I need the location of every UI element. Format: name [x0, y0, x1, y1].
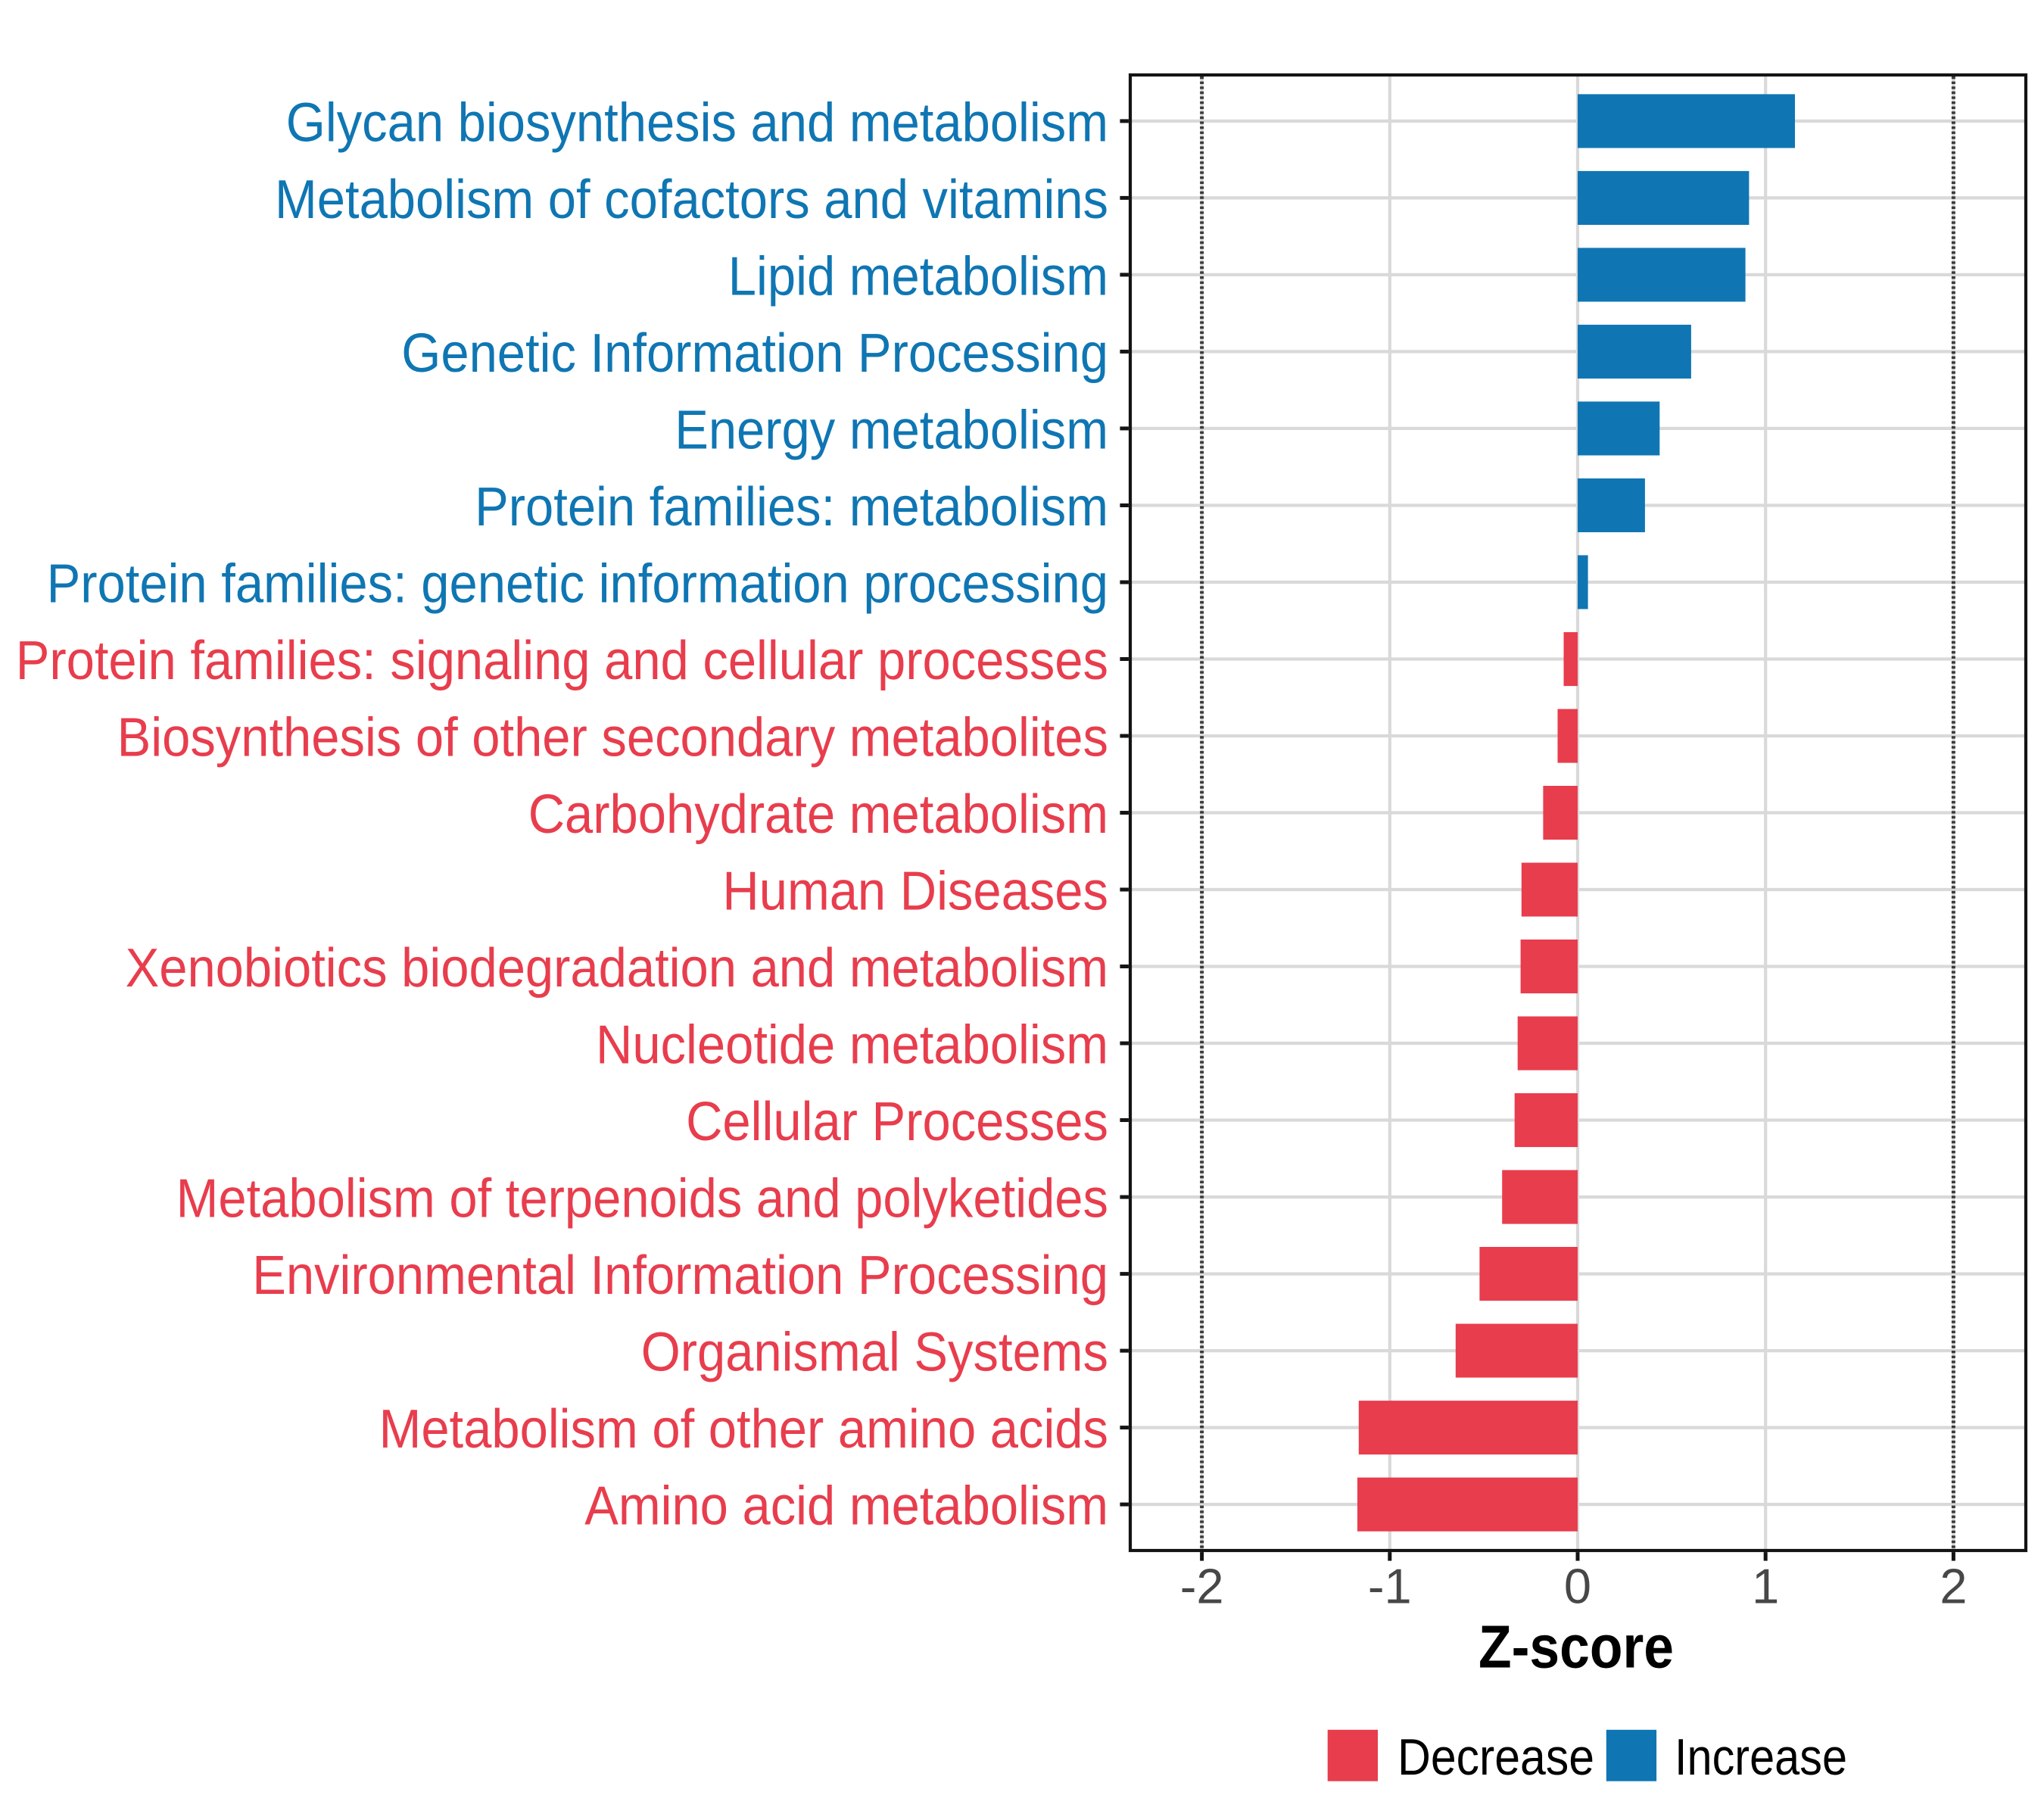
svg-text:Protein families: signaling an: Protein families: signaling and cellular…	[16, 631, 1108, 691]
svg-text:2: 2	[1940, 1558, 1967, 1613]
svg-text:Xenobiotics biodegradation and: Xenobiotics biodegradation and metabolis…	[126, 938, 1108, 999]
svg-text:Z-score: Z-score	[1478, 1613, 1674, 1681]
svg-text:Decrease: Decrease	[1397, 1728, 1594, 1786]
svg-text:Metabolism of other amino acid: Metabolism of other amino acids	[379, 1399, 1108, 1460]
svg-text:Glycan biosynthesis and metabo: Glycan biosynthesis and metabolism	[286, 92, 1108, 153]
svg-text:-2: -2	[1180, 1558, 1224, 1613]
svg-text:Human Diseases: Human Diseases	[722, 862, 1108, 922]
svg-text:Organismal Systems: Organismal Systems	[641, 1323, 1108, 1383]
svg-text:Metabolism of terpenoids and p: Metabolism of terpenoids and polyketides	[176, 1169, 1108, 1230]
svg-text:1: 1	[1752, 1558, 1779, 1613]
svg-text:Amino acid metabolism: Amino acid metabolism	[584, 1476, 1108, 1537]
svg-text:Nucleotide metabolism: Nucleotide metabolism	[596, 1015, 1108, 1076]
svg-text:Increase: Increase	[1675, 1728, 1847, 1786]
svg-text:0: 0	[1564, 1558, 1591, 1613]
svg-text:Metabolism of cofactors and vi: Metabolism of cofactors and vitamins	[275, 170, 1108, 230]
svg-text:Biosynthesis of other secondar: Biosynthesis of other secondary metaboli…	[117, 708, 1108, 768]
svg-text:Lipid metabolism: Lipid metabolism	[728, 246, 1108, 307]
svg-text:Environmental Information Proc: Environmental Information Processing	[252, 1245, 1108, 1306]
svg-text:Cellular Processes: Cellular Processes	[686, 1092, 1108, 1152]
svg-text:-1: -1	[1368, 1558, 1412, 1613]
svg-text:Protein families: genetic info: Protein families: genetic information pr…	[47, 554, 1108, 615]
svg-text:Genetic Information Processing: Genetic Information Processing	[401, 323, 1108, 384]
svg-text:Protein families: metabolism: Protein families: metabolism	[475, 477, 1108, 538]
svg-text:Energy metabolism: Energy metabolism	[675, 400, 1108, 460]
svg-text:Carbohydrate metabolism: Carbohydrate metabolism	[528, 784, 1108, 845]
